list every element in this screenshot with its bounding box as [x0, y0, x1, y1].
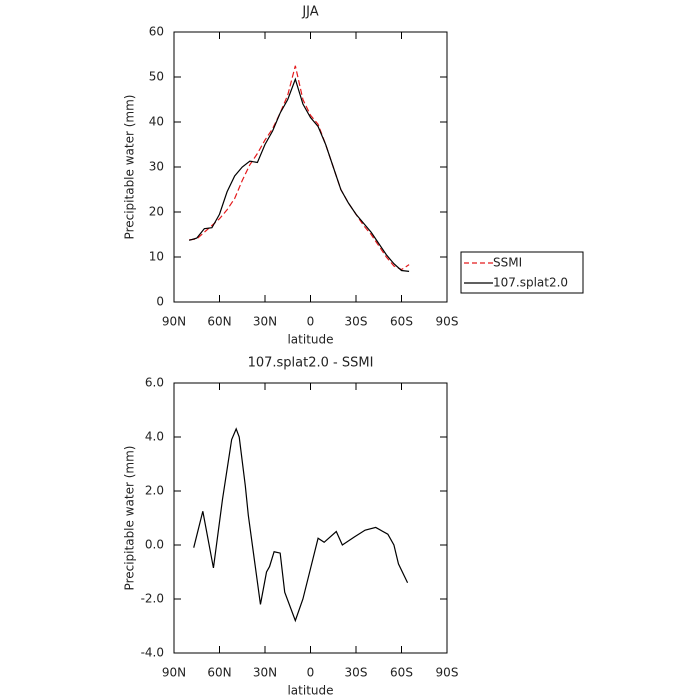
y-tick-label: 50	[149, 70, 164, 84]
x-tick-label: 90N	[162, 315, 186, 329]
x-tick-label: 60S	[390, 315, 413, 329]
plot-frame	[173, 382, 448, 654]
plot-frame	[173, 31, 448, 303]
x-tick-label: 0	[307, 315, 315, 329]
y-tick-label: 20	[149, 205, 164, 219]
data-line	[188, 77, 410, 272]
y-tick-label: 6.0	[145, 376, 164, 390]
x-tick-label: 30N	[253, 315, 277, 329]
legend-label: SSMI	[493, 256, 522, 270]
x-tick-label: 90S	[436, 666, 459, 680]
y-tick-label: 30	[149, 160, 164, 174]
x-tick-label: 30S	[345, 315, 368, 329]
data-line	[193, 427, 409, 623]
y-axis-title: Precipitable water (mm)	[123, 446, 137, 591]
y-axis-title: Precipitable water (mm)	[123, 95, 137, 240]
y-tick-label: 0.0	[145, 538, 164, 552]
data-line	[189, 65, 410, 271]
y-tick-label: -4.0	[141, 646, 164, 660]
x-tick-label: 60N	[207, 666, 231, 680]
x-tick-label: 90S	[436, 315, 459, 329]
y-tick-label: 10	[149, 250, 164, 264]
y-tick-label: -2.0	[141, 592, 164, 606]
chart-title: 107.splat2.0 - SSMI	[248, 356, 374, 371]
x-tick-label: 90N	[162, 666, 186, 680]
x-axis-title: latitude	[287, 333, 333, 347]
y-tick-label: 4.0	[145, 430, 164, 444]
y-tick-label: 2.0	[145, 484, 164, 498]
x-tick-label: 60S	[390, 666, 413, 680]
chart-title: JJA	[301, 5, 318, 20]
x-tick-label: 30S	[345, 666, 368, 680]
y-tick-label: 40	[149, 115, 164, 129]
x-tick-label: 60N	[207, 315, 231, 329]
x-tick-label: 30N	[253, 666, 277, 680]
x-axis-title: latitude	[287, 684, 333, 698]
y-tick-label: 0	[156, 295, 164, 309]
legend-label: 107.splat2.0	[493, 276, 568, 290]
legend-box	[460, 251, 584, 294]
x-tick-label: 0	[307, 666, 315, 680]
y-tick-label: 60	[149, 25, 164, 39]
